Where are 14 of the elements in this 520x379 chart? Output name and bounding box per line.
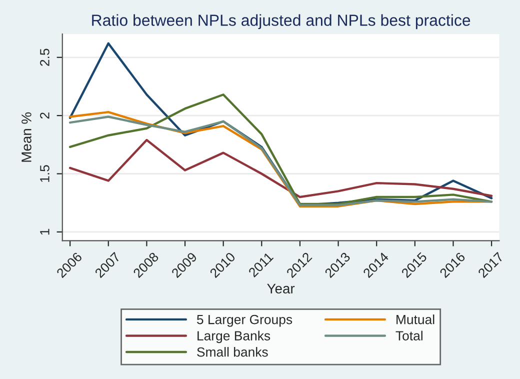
y-tick-label: 1: [40, 228, 50, 235]
y-tick-label: 2.5: [40, 48, 50, 66]
legend-label: Small banks: [197, 347, 268, 357]
x-axis-title: Year: [267, 284, 295, 294]
y-tick-label: 1.5: [40, 165, 50, 182]
legend-label: Large Banks: [198, 330, 270, 344]
chart-title: Ratio between NPLs adjusted and NPLs best practice: [92, 14, 470, 30]
legend-label: 5 Larger Groups: [197, 314, 292, 327]
line-series: [68, 94, 493, 206]
y-axis-title: Mean %: [22, 112, 32, 162]
line-series: [68, 138, 493, 198]
legend-label: Mutual: [396, 314, 434, 324]
y-tick-label: 2: [40, 112, 50, 119]
legend-label: Total: [396, 330, 422, 340]
